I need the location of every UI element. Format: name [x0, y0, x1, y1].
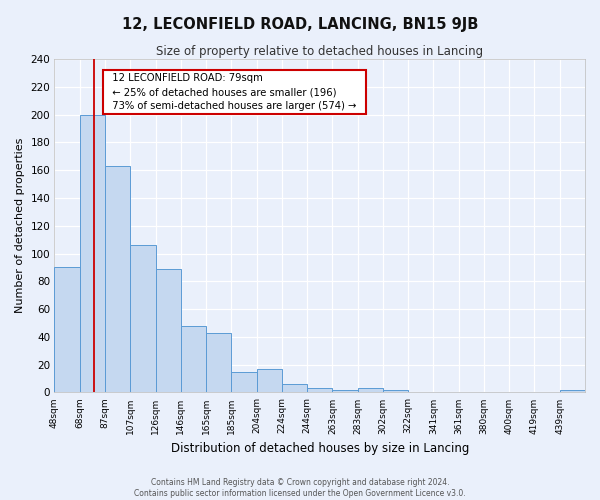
Bar — [332, 390, 358, 392]
Bar — [560, 390, 585, 392]
Bar — [307, 388, 332, 392]
Text: 12 LECONFIELD ROAD: 79sqm  
  ← 25% of detached houses are smaller (196)  
  73%: 12 LECONFIELD ROAD: 79sqm ← 25% of detac… — [106, 73, 363, 111]
Bar — [181, 326, 206, 392]
Bar — [80, 114, 105, 392]
Bar — [105, 166, 130, 392]
Y-axis label: Number of detached properties: Number of detached properties — [15, 138, 25, 314]
Bar — [206, 332, 232, 392]
Bar — [257, 369, 282, 392]
Bar — [130, 245, 155, 392]
Text: 12, LECONFIELD ROAD, LANCING, BN15 9JB: 12, LECONFIELD ROAD, LANCING, BN15 9JB — [122, 18, 478, 32]
X-axis label: Distribution of detached houses by size in Lancing: Distribution of detached houses by size … — [170, 442, 469, 455]
Bar — [358, 388, 383, 392]
Title: Size of property relative to detached houses in Lancing: Size of property relative to detached ho… — [156, 45, 483, 58]
Bar — [282, 384, 307, 392]
Text: Contains HM Land Registry data © Crown copyright and database right 2024.
Contai: Contains HM Land Registry data © Crown c… — [134, 478, 466, 498]
Bar — [232, 372, 257, 392]
Bar — [155, 269, 181, 392]
Bar — [383, 390, 408, 392]
Bar — [55, 268, 80, 392]
